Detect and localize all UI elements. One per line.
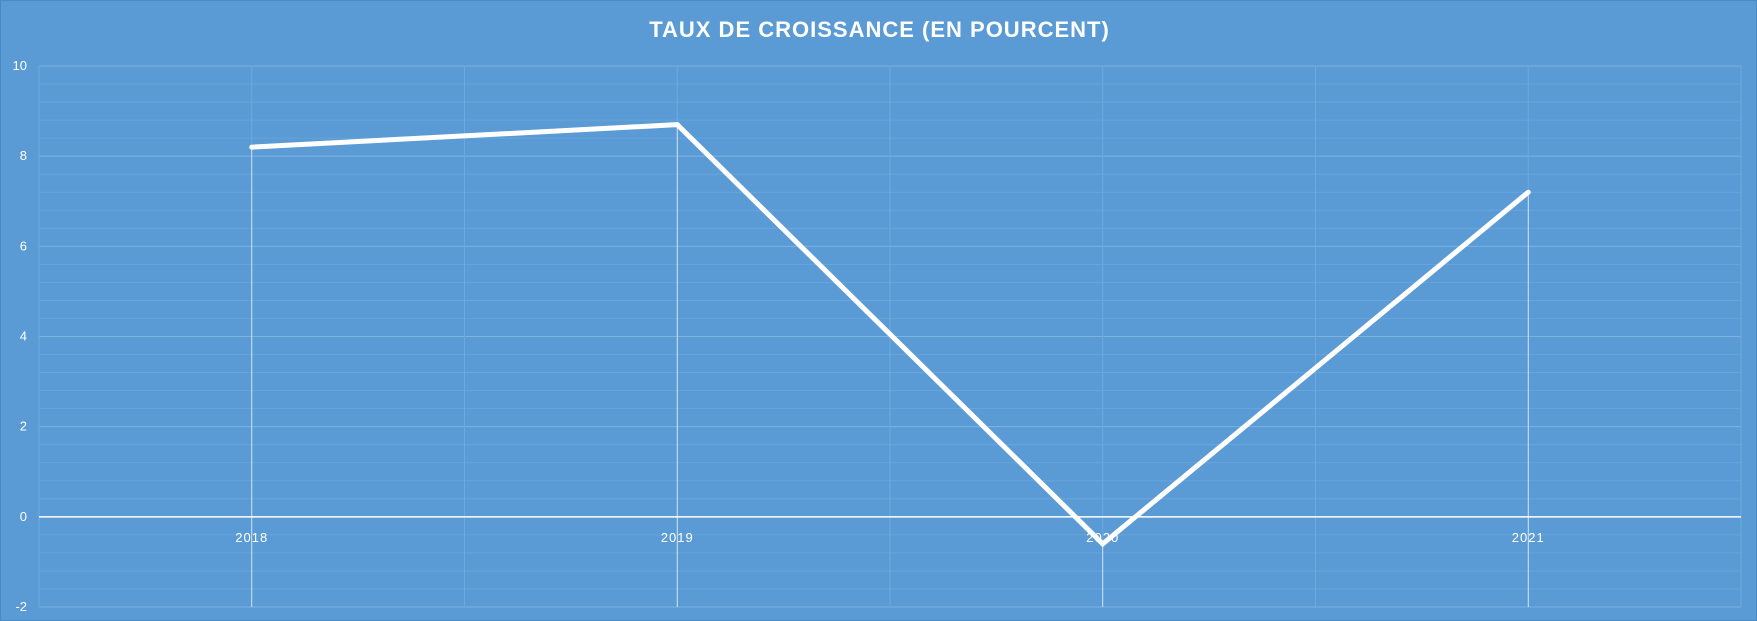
series-line (249, 122, 1531, 548)
y-tick-label: -2 (15, 599, 27, 614)
y-tick-label: 4 (20, 329, 27, 344)
gridlines (38, 65, 1742, 608)
x-tick-label: 2018 (235, 530, 268, 545)
x-tick-label: 2020 (1086, 530, 1119, 545)
series-layer (249, 122, 1531, 548)
x-tick-label: 2019 (661, 530, 694, 545)
chart-title: TAUX DE CROISSANCE (EN POURCENT) (649, 17, 1110, 42)
y-axis-ticks: 10 8 6 4 2 0 -2 (13, 58, 27, 614)
y-tick-label: 2 (20, 419, 27, 434)
y-tick-label: 10 (13, 58, 27, 73)
drop-lines (251, 124, 1529, 607)
y-tick-label: 8 (20, 148, 27, 163)
y-tick-label: 0 (20, 509, 27, 524)
x-tick-label: 2021 (1512, 530, 1545, 545)
y-tick-label: 6 (20, 238, 27, 253)
x-axis-ticks: 2018 2019 2020 2021 (235, 530, 1545, 545)
